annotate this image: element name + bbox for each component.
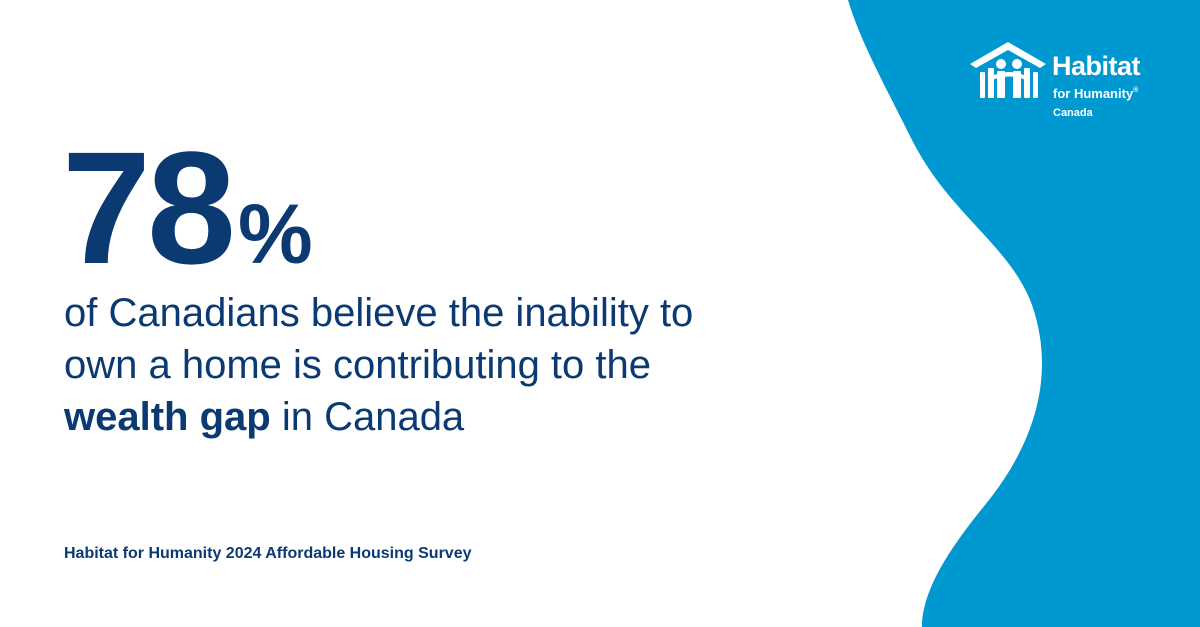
statement-line-2: own a home is contributing to the [64,343,652,387]
statistic-number: 78 [62,118,236,297]
habitat-house-people-icon [970,42,1046,98]
logo-country: Canada [1053,107,1093,119]
emphasis-wealth-gap: wealth gap [64,395,271,439]
logo-subtitle-text: for Humanity [1053,86,1134,101]
statement-line-3: wealth gap in Canada [64,391,824,443]
habitat-logo: Habitat for Humanity® Canada [968,40,1168,130]
statement-line-1: of Canadians believe the inability to [64,291,694,335]
headline-statistic: 78% [62,128,313,288]
registered-mark: ® [1133,87,1139,94]
source-citation: Habitat for Humanity 2024 Affordable Hou… [64,545,472,562]
logo-subtitle: for Humanity® [1053,87,1138,100]
statistic-percent-sign: % [237,187,313,281]
statement-line-3-rest: in Canada [270,395,465,439]
statistic-statement: of Canadians believe the inability to ow… [64,287,824,443]
logo-title: Habitat [1052,51,1141,81]
